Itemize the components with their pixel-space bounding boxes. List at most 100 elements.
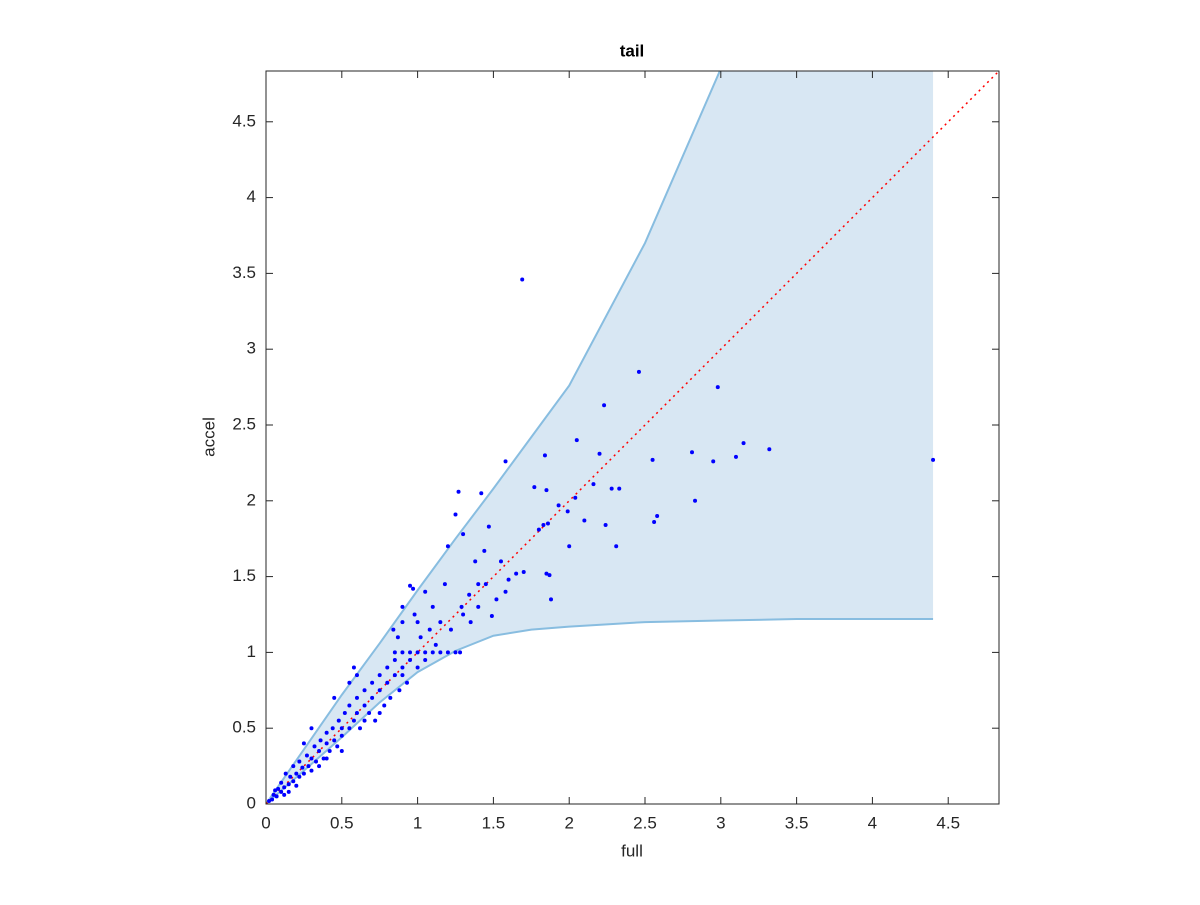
data-point [318,738,323,743]
data-point [456,489,461,494]
x-tick-label: 1.5 [482,813,506,832]
data-point [415,620,420,625]
data-point [373,718,378,723]
x-tick-label: 3.5 [785,813,809,832]
data-point [404,680,409,685]
data-point [545,521,550,526]
data-point [400,665,405,670]
data-point [312,744,317,749]
data-point [636,369,641,374]
data-point [521,570,526,575]
data-point [476,604,481,609]
data-point [397,688,402,693]
data-point [400,620,405,625]
data-point [282,792,287,797]
data-point [408,657,413,662]
data-point [321,756,326,761]
data-point [494,597,499,602]
data-point [453,512,458,517]
data-point [423,650,428,655]
data-point [288,774,293,779]
data-point [271,792,276,797]
data-point [294,771,299,776]
data-point [476,582,481,587]
data-point [445,650,450,655]
data-point [274,794,279,799]
y-tick-label: 0.5 [232,718,256,737]
data-point [385,680,390,685]
data-point [362,688,367,693]
data-point [388,695,393,700]
data-point [347,703,352,708]
data-point [423,657,428,662]
data-point [314,759,319,764]
data-point [582,518,587,523]
data-point [544,488,549,493]
data-point [382,703,387,708]
band-area [266,71,934,804]
data-point [498,559,503,564]
data-point [324,741,329,746]
data-point [370,680,375,685]
data-point [767,447,772,452]
data-point [317,764,322,769]
data-point [423,589,428,594]
data-point [617,486,622,491]
data-point [377,688,382,693]
data-point [354,695,359,700]
data-point [609,486,614,491]
data-point [556,503,561,508]
data-point [339,733,344,738]
y-tick-label: 4 [247,187,256,206]
data-point [650,457,655,462]
data-point [482,548,487,553]
data-point [400,650,405,655]
data-point [715,385,720,390]
data-point [351,718,356,723]
data-point [461,532,466,537]
data-point [532,485,537,490]
data-point [411,586,416,591]
data-point [327,748,332,753]
data-point [408,650,413,655]
data-point [270,797,275,802]
data-point [412,612,417,617]
data-point [286,782,291,787]
data-point [567,544,572,549]
data-point [415,650,420,655]
data-point [297,774,302,779]
data-point [309,756,314,761]
data-point [602,403,607,408]
data-point [711,459,716,464]
data-point [459,604,464,609]
data-point [733,454,738,459]
data-point [536,527,541,532]
data-point [690,450,695,455]
data-point [453,650,458,655]
data-point [279,789,284,794]
data-point [931,457,936,462]
data-point [362,718,367,723]
data-point [430,650,435,655]
data-point [433,642,438,647]
data-point [427,627,432,632]
x-tick-label: 1 [413,813,422,832]
data-point [486,524,491,529]
data-point [367,711,372,716]
data-point [392,650,397,655]
data-point [597,451,602,456]
plot-area [266,71,999,804]
data-point [408,583,413,588]
data-point [438,620,443,625]
data-point [544,571,549,576]
y-tick-label: 3 [247,339,256,358]
chart-title: tail [620,41,645,60]
data-point [549,597,554,602]
data-point [693,498,698,503]
axes: 0 0.5 1 1.5 2 2.5 3 3.5 4 4.5 0 0.5 1 1.5 2 2.5 3 3.5 4 4.5 [232,71,999,832]
x-tick-label: 0 [261,813,270,832]
y-tick-label: 0 [247,793,256,812]
data-point [385,665,390,670]
data-point [304,753,309,758]
